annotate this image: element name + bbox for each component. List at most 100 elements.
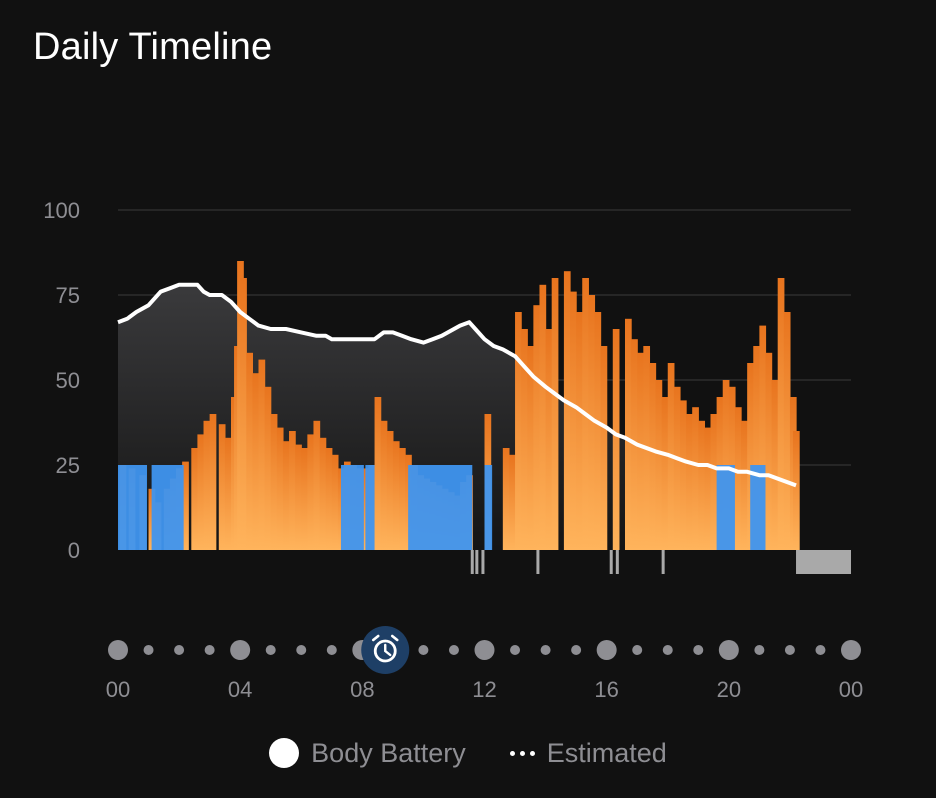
stress-bar-42 xyxy=(386,431,394,550)
timeline-minor-dot-7 xyxy=(326,645,337,655)
legend-body-battery-label: Body Battery xyxy=(311,737,466,768)
rest-block-7 xyxy=(750,465,766,550)
stress-bar-92 xyxy=(704,427,712,550)
timeline-minor-dot-2 xyxy=(174,645,185,655)
timeline-hour-dot-4 xyxy=(230,640,251,660)
xtick-label-6: 00 xyxy=(839,677,863,702)
stress-bar-60 xyxy=(508,454,516,550)
stress-bar-21 xyxy=(258,359,266,550)
chart-legend: Body Battery Estimated xyxy=(0,730,936,776)
stress-bar-22 xyxy=(264,386,272,550)
stress-bar-13 xyxy=(218,424,226,550)
timeline-minor-dot-14 xyxy=(540,645,551,655)
timeline-hour-dot-24 xyxy=(841,640,861,660)
gap-marker-6 xyxy=(661,550,665,574)
stress-bar-20 xyxy=(252,373,260,550)
stress-bar-8 xyxy=(182,461,189,550)
gap-marker-4 xyxy=(609,550,613,574)
legend-estimated-label: Estimated xyxy=(546,737,667,768)
stress-bar-89 xyxy=(686,414,693,550)
timeline-minor-dot-22 xyxy=(784,645,795,655)
timeline-hour-dot-20 xyxy=(718,640,739,660)
stress-bar-66 xyxy=(545,329,553,550)
rest-block-2 xyxy=(340,465,364,550)
timeline-minor-dot-23 xyxy=(815,645,826,655)
alarm-clock-bell-left xyxy=(371,634,380,642)
rest-block-4 xyxy=(408,465,473,550)
gap-marker-2 xyxy=(481,550,485,574)
stress-bar-24 xyxy=(276,427,284,550)
stress-bar-91 xyxy=(698,420,706,550)
xtick-label-1: 04 xyxy=(228,677,252,702)
stress-bar-32 xyxy=(325,448,333,550)
xtick-label-5: 20 xyxy=(717,677,741,702)
ytick-label-100: 100 xyxy=(43,198,80,223)
page-title: Daily Timeline xyxy=(33,26,273,68)
stress-bar-64 xyxy=(533,305,541,550)
ytick-label-25: 25 xyxy=(56,453,80,478)
stress-bar-59 xyxy=(502,448,510,550)
timeline-minor-dot-3 xyxy=(204,645,215,655)
timeline-minor-dot-10 xyxy=(418,645,429,655)
xtick-label-4: 16 xyxy=(594,677,618,702)
stress-bar-103 xyxy=(771,380,779,550)
timeline-minor-dot-18 xyxy=(662,645,673,655)
stress-bar-100 xyxy=(753,346,760,550)
xtick-label-2: 08 xyxy=(350,677,374,702)
timeline-minor-dot-13 xyxy=(510,645,521,655)
gap-marker-5 xyxy=(615,550,619,574)
stress-bar-99 xyxy=(747,363,754,550)
stress-bar-79 xyxy=(624,318,632,550)
timeline-minor-dot-11 xyxy=(448,645,459,655)
stress-bar-74 xyxy=(594,312,602,550)
timeline-minor-dot-1 xyxy=(143,645,154,655)
gap-marker-0 xyxy=(470,550,474,574)
timeline-minor-dot-6 xyxy=(296,645,307,655)
gap-marker-1 xyxy=(475,550,479,574)
rest-block-5 xyxy=(484,465,493,550)
stress-bar-23 xyxy=(270,414,278,550)
rest-block-6 xyxy=(716,465,735,550)
stress-bar-33 xyxy=(331,454,339,550)
stress-bar-85 xyxy=(661,397,669,550)
timeline-hour-dot-16 xyxy=(596,640,617,660)
stress-bar-26 xyxy=(289,431,296,550)
xtick-label-3: 12 xyxy=(472,677,496,702)
stress-bar-97 xyxy=(734,407,742,550)
stress-bar-107 xyxy=(792,431,800,550)
stress-bar-11 xyxy=(203,420,211,550)
stress-bar-44 xyxy=(398,448,406,550)
stress-bar-71 xyxy=(576,312,583,550)
timeline-minor-dot-5 xyxy=(265,645,276,655)
stress-bar-93 xyxy=(710,414,718,550)
legend-body-battery-dot xyxy=(269,738,300,768)
stress-bar-31 xyxy=(319,437,327,550)
gap-marker-3 xyxy=(536,550,540,574)
rest-block-3 xyxy=(365,465,375,550)
rest-block-1 xyxy=(151,465,184,550)
stress-bar-9 xyxy=(191,448,199,550)
stress-bar-67 xyxy=(551,278,559,550)
stress-bar-30 xyxy=(313,420,321,550)
alarm-clock-icon xyxy=(371,634,399,663)
no-data-block xyxy=(796,550,851,574)
ytick-label-0: 0 xyxy=(68,538,80,563)
timeline-hour-dot-0 xyxy=(108,640,128,660)
stress-bar-29 xyxy=(307,434,315,550)
stress-bar-98 xyxy=(741,420,748,550)
stress-bar-12 xyxy=(209,414,217,550)
timeline-minor-dot-15 xyxy=(571,645,582,655)
stress-bar-77 xyxy=(612,329,620,550)
rest-block-0 xyxy=(118,465,148,550)
ytick-label-50: 50 xyxy=(56,368,80,393)
stress-bar-70 xyxy=(570,291,577,550)
stress-bar-10 xyxy=(197,434,205,550)
stress-bar-83 xyxy=(649,363,657,550)
stress-bar-63 xyxy=(527,346,534,550)
stress-bar-105 xyxy=(783,312,791,550)
stress-bar-87 xyxy=(673,386,681,550)
alarm-clock-bell-right xyxy=(390,634,399,642)
stress-bar-40 xyxy=(374,397,382,550)
xtick-label-0: 00 xyxy=(106,677,130,702)
stress-bar-69 xyxy=(563,271,571,550)
